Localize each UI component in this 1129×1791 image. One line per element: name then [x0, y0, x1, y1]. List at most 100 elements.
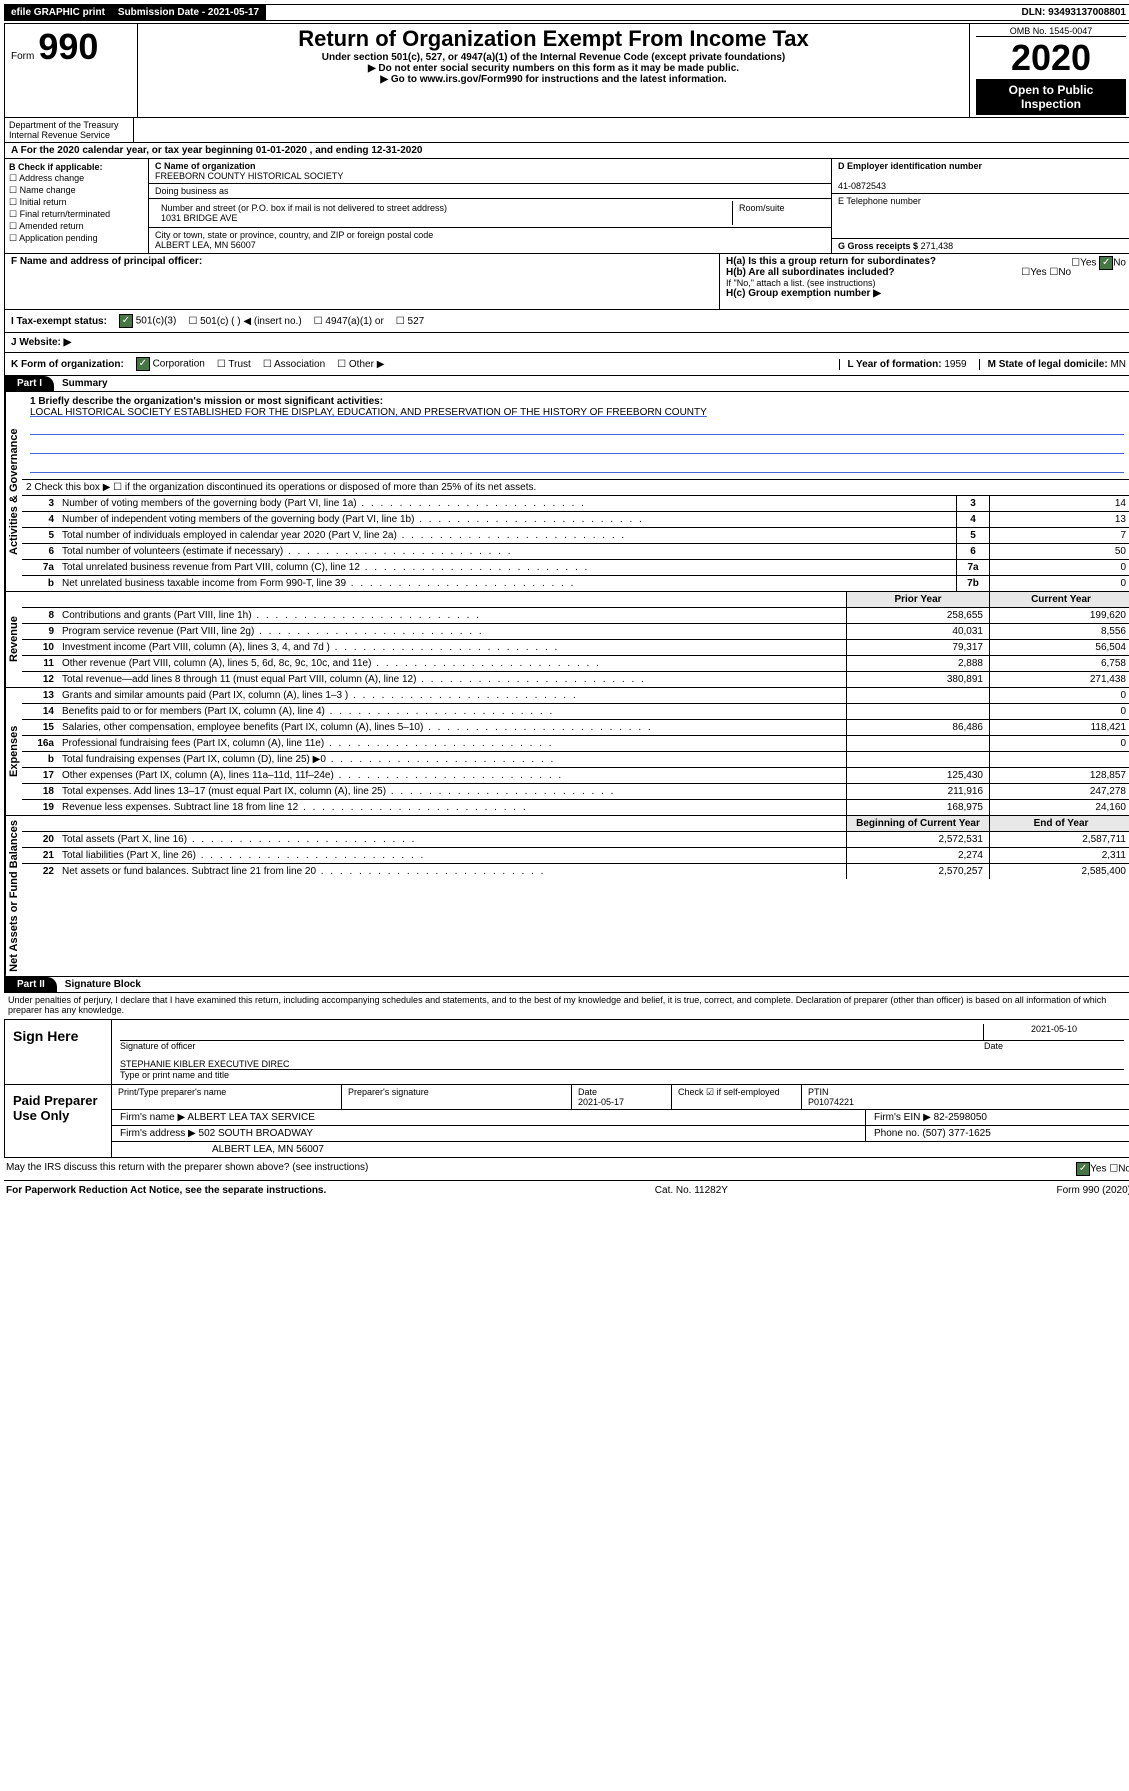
- goto-notice: ▶ Go to www.irs.gov/Form990 for instruct…: [144, 74, 963, 85]
- firm-name-row: Firm's name ▶ ALBERT LEA TAX SERVICE Fir…: [112, 1110, 1129, 1126]
- exp-line-13: 13Grants and similar amounts paid (Part …: [22, 688, 1129, 704]
- officer-h-row: F Name and address of principal officer:…: [4, 254, 1129, 310]
- cat-number: Cat. No. 11282Y: [655, 1185, 728, 1196]
- firm-name: ALBERT LEA TAX SERVICE: [187, 1112, 314, 1123]
- city-value: ALBERT LEA, MN 56007: [155, 240, 256, 250]
- self-employed-check[interactable]: Check ☑ if self-employed: [672, 1085, 802, 1110]
- net-line-21: 21Total liabilities (Part X, line 26)2,2…: [22, 848, 1129, 864]
- mission-label: 1 Briefly describe the organization's mi…: [30, 396, 1124, 407]
- sig-date: 2021-05-10: [983, 1024, 1124, 1040]
- perjury-text: Under penalties of perjury, I declare th…: [4, 993, 1129, 1017]
- officer-sig-field: 2021-05-10 Signature of officer Date STE…: [112, 1020, 1129, 1084]
- officer-name: STEPHANIE KIBLER EXECUTIVE DIREC: [120, 1059, 1124, 1070]
- tax-status-row: I Tax-exempt status: ✓ 501(c)(3) ☐ 501(c…: [4, 310, 1129, 333]
- rev-line-9: 9Program service revenue (Part VIII, lin…: [22, 624, 1129, 640]
- col-c-org: C Name of organization FREEBORN COUNTY H…: [149, 159, 832, 253]
- paperwork-notice: For Paperwork Reduction Act Notice, see …: [6, 1185, 326, 1196]
- exp-line-17: 17Other expenses (Part IX, column (A), l…: [22, 768, 1129, 784]
- sign-here-label: Sign Here: [5, 1020, 112, 1084]
- exp-line-14: 14Benefits paid to or for members (Part …: [22, 704, 1129, 720]
- officer-label: F Name and address of principal officer:: [11, 256, 713, 267]
- expenses-block: Expenses 13Grants and similar amounts pa…: [4, 688, 1129, 816]
- street-row: Number and street (or P.O. box if mail i…: [149, 199, 831, 228]
- opt-initial-return[interactable]: ☐ Initial return: [9, 197, 144, 208]
- gov-line-6: 6Total number of volunteers (estimate if…: [22, 544, 1129, 560]
- room-suite-label: Room/suite: [733, 201, 825, 225]
- net-line-22: 22Net assets or fund balances. Subtract …: [22, 864, 1129, 879]
- h-group-return: H(a) Is this a group return for subordin…: [720, 254, 1129, 309]
- main-title: Return of Organization Exempt From Incom…: [144, 26, 963, 52]
- k-org-row: K Form of organization: ✓ Corporation ☐ …: [4, 353, 1129, 376]
- page-footer: For Paperwork Reduction Act Notice, see …: [4, 1181, 1129, 1200]
- rev-line-12: 12Total revenue—add lines 8 through 11 (…: [22, 672, 1129, 687]
- gross-receipts-field: G Gross receipts $ 271,438: [832, 239, 1129, 253]
- form-number-box: Form 990: [5, 24, 138, 117]
- discuss-yes-check: ✓: [1076, 1162, 1090, 1176]
- col-d-right: D Employer identification number 41-0872…: [832, 159, 1129, 253]
- gross-receipts-value: 271,438: [921, 241, 954, 251]
- net-line-20: 20Total assets (Part X, line 16)2,572,53…: [22, 832, 1129, 848]
- street-value: 1031 BRIDGE AVE: [161, 213, 237, 223]
- gov-line-5: 5Total number of individuals employed in…: [22, 528, 1129, 544]
- calendar-year-line: A For the 2020 calendar year, or tax yea…: [4, 143, 1129, 159]
- preparer-grid: Print/Type preparer's name Preparer's si…: [112, 1085, 1129, 1110]
- gov-line-7a: 7aTotal unrelated business revenue from …: [22, 560, 1129, 576]
- org-name: FREEBORN COUNTY HISTORICAL SOCIETY: [155, 171, 343, 181]
- gov-line-b: bNet unrelated business taxable income f…: [22, 576, 1129, 591]
- year-box: OMB No. 1545-0047 2020 Open to Public In…: [970, 24, 1129, 117]
- form-header: Form 990 Return of Organization Exempt F…: [4, 23, 1129, 118]
- beg-year-header: Beginning of Current Year: [846, 816, 989, 831]
- line2: 2 Check this box ▶ ☐ if the organization…: [22, 480, 1129, 495]
- gov-line-3: 3Number of voting members of the governi…: [22, 496, 1129, 512]
- website-row: J Website: ▶: [4, 333, 1129, 353]
- exp-line-18: 18Total expenses. Add lines 13–17 (must …: [22, 784, 1129, 800]
- discuss-row: May the IRS discuss this return with the…: [4, 1158, 1129, 1181]
- firm-addr-row: Firm's address ▶ 502 SOUTH BROADWAY Phon…: [112, 1126, 1129, 1142]
- omb-number: OMB No. 1545-0047: [976, 26, 1126, 37]
- ein-field: D Employer identification number 41-0872…: [832, 159, 1129, 194]
- signature-section: Sign Here 2021-05-10 Signature of office…: [4, 1019, 1129, 1158]
- exp-line-b: bTotal fundraising expenses (Part IX, co…: [22, 752, 1129, 768]
- ein-value: 41-0872543: [838, 181, 886, 191]
- org-name-field: C Name of organization FREEBORN COUNTY H…: [149, 159, 831, 184]
- opt-application-pending[interactable]: ☐ Application pending: [9, 233, 144, 244]
- ptin-value: P01074221: [808, 1097, 854, 1107]
- 501c3-check: ✓: [119, 314, 133, 328]
- check-if-applicable: B Check if applicable:: [9, 162, 144, 172]
- dba-field: Doing business as: [149, 184, 831, 199]
- mission-text: LOCAL HISTORICAL SOCIETY ESTABLISHED FOR…: [30, 407, 1124, 418]
- opt-name-change[interactable]: ☐ Name change: [9, 185, 144, 196]
- open-public-badge: Open to Public Inspection: [976, 79, 1126, 115]
- form-version: Form 990 (2020): [1057, 1185, 1129, 1196]
- form-prefix: Form: [11, 51, 34, 62]
- revenue-block: Revenue Prior Year Current Year 8Contrib…: [4, 592, 1129, 688]
- net-assets-block: Net Assets or Fund Balances Beginning of…: [4, 816, 1129, 977]
- tax-year: 2020: [976, 37, 1126, 79]
- opt-amended-return[interactable]: ☐ Amended return: [9, 221, 144, 232]
- entity-info-row: B Check if applicable: ☐ Address change …: [4, 159, 1129, 254]
- firm-ein: 82-2598050: [934, 1112, 987, 1123]
- city-field: City or town, state or province, country…: [149, 228, 831, 252]
- part2-header: Part II Signature Block: [4, 977, 1129, 993]
- part2-label: Part II: [5, 977, 57, 992]
- part1-header: Part I Summary: [4, 376, 1129, 392]
- dln: DLN: 93493137008801: [1015, 5, 1129, 20]
- end-year-header: End of Year: [989, 816, 1129, 831]
- opt-address-change[interactable]: ☐ Address change: [9, 173, 144, 184]
- rev-line-10: 10Investment income (Part VIII, column (…: [22, 640, 1129, 656]
- vlabel-expenses: Expenses: [5, 688, 22, 815]
- ha-no-check: ✓: [1099, 256, 1113, 270]
- part1-label: Part I: [5, 376, 54, 391]
- col-b-checkboxes: B Check if applicable: ☐ Address change …: [5, 159, 149, 253]
- corp-check: ✓: [136, 357, 150, 371]
- exp-line-19: 19Revenue less expenses. Subtract line 1…: [22, 800, 1129, 815]
- vlabel-net: Net Assets or Fund Balances: [5, 816, 22, 976]
- part1-title: Summary: [54, 376, 1129, 391]
- submission-date: Submission Date - 2021-05-17: [112, 5, 266, 20]
- gov-line-4: 4Number of independent voting members of…: [22, 512, 1129, 528]
- vlabel-governance: Activities & Governance: [5, 392, 22, 591]
- paid-preparer-label: Paid Preparer Use Only: [5, 1085, 112, 1157]
- under-section: Under section 501(c), 527, or 4947(a)(1)…: [144, 52, 963, 63]
- opt-final-return[interactable]: ☐ Final return/terminated: [9, 209, 144, 220]
- part2-title: Signature Block: [57, 977, 1129, 992]
